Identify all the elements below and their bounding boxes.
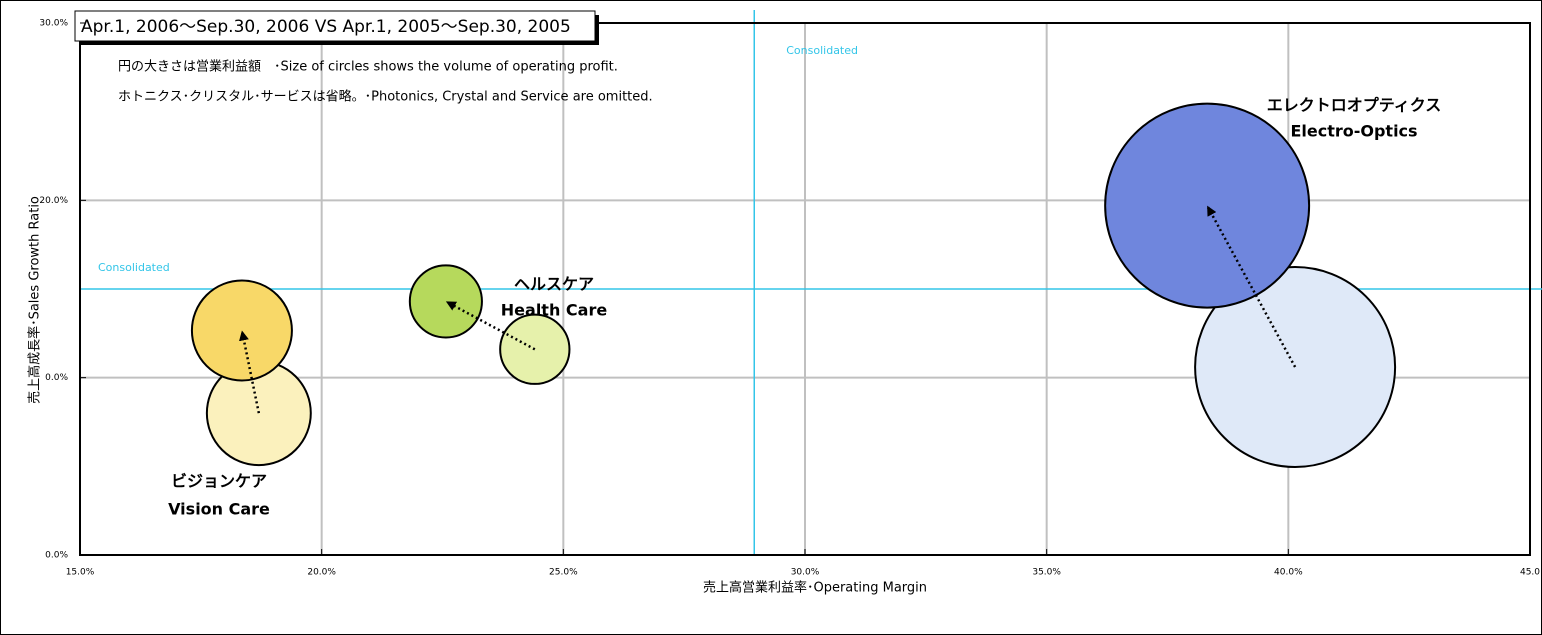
segment-label: エレクトロオプティクス [1267, 96, 1442, 115]
note: ホトニクス･クリスタル･サービスは省略。･Photonics, Crystal … [118, 89, 653, 105]
x-tick-label: 45.0 [1520, 568, 1540, 578]
segment-label: Health Care [501, 301, 608, 320]
chart-title: Apr.1, 2006～Sep.30, 2006 VS Apr.1, 2005～… [81, 17, 571, 37]
x-tick-label: 15.0% [66, 568, 95, 578]
y-tick-label: 20.0% [39, 196, 68, 206]
note: 円の大きさは営業利益額 ･Size of circles shows the v… [118, 59, 618, 75]
movement-arrow [445, 301, 536, 351]
title-box [74, 10, 596, 42]
x-tick-label: 40.0% [1274, 568, 1303, 578]
x-tick-label: 25.0% [549, 568, 578, 578]
bubble [190, 279, 293, 382]
segment-label: ビジョンケア [171, 472, 267, 491]
segment-label: ヘルスケア [514, 275, 594, 294]
bubble [408, 264, 483, 339]
reference-label: Consolidated [786, 44, 858, 57]
y-tick-label: 0.0% [45, 373, 68, 383]
bubble [1104, 102, 1311, 309]
marks [190, 102, 1397, 469]
segment-label: Electro-Optics [1290, 122, 1417, 141]
y-axis-label: 売上高成長率･Sales Growth Ratio [27, 196, 43, 404]
reference-label: Consolidated [98, 261, 170, 274]
x-tick-label: 20.0% [307, 568, 336, 578]
movement-arrow [239, 330, 261, 414]
x-tick-label: 35.0% [1032, 568, 1061, 578]
y-tick-label: 0.0% [45, 551, 68, 561]
segment-label: Vision Care [168, 500, 270, 519]
movement-arrow [1206, 205, 1297, 368]
y-tick-label: 30.0% [39, 19, 68, 29]
x-tick-label: 30.0% [791, 568, 820, 578]
x-axis-label: 売上高営業利益率･Operating Margin [703, 580, 927, 596]
